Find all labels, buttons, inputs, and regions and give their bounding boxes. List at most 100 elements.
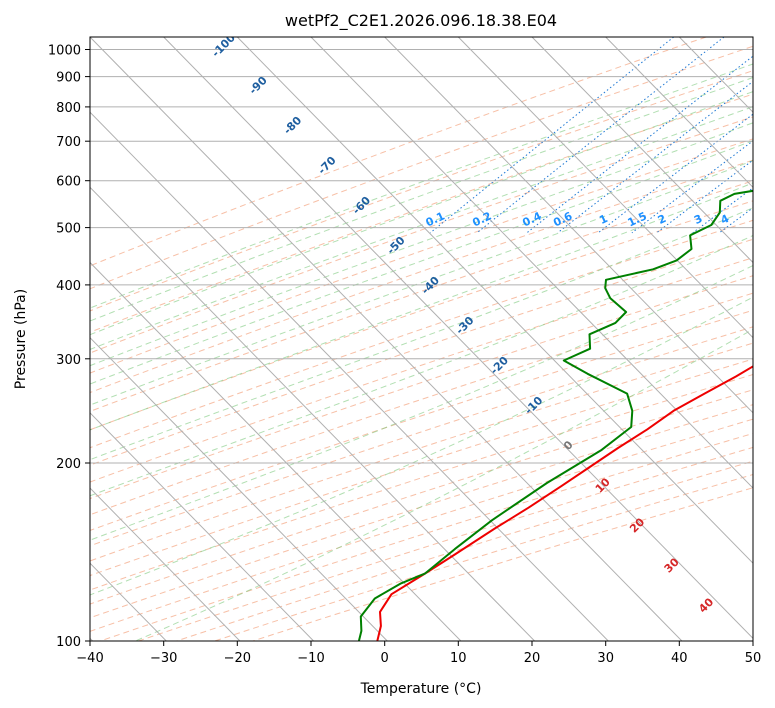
y-tick-label: 400 [56,279,81,294]
moist-adiabat-line [90,76,753,322]
dry-adiabat-line [90,342,753,562]
isotherm-line [310,37,753,489]
plot-frame [89,36,754,642]
isotherm-label: 0 [561,438,576,453]
isotherm-label: -60 [350,194,373,217]
y-tick-label: 300 [56,353,81,368]
isotherm-line [90,336,388,641]
chart-title: wetPf2_C2E1.2026.096.18.38.E04 [285,11,557,31]
dry-adiabat-line [90,418,753,632]
isotherm-label: -70 [315,154,338,177]
mixing-ratio-label: 1.5 [626,209,649,229]
plot-area: -100-90-80-70-60-50-40-30-20-10010203040… [90,37,775,641]
y-tick-label: 100 [56,635,81,650]
grid-lines [90,49,753,641]
dry-adiabat-line [90,70,753,312]
y-tick-label: 200 [56,457,81,472]
x-tick-label: 20 [524,651,541,666]
dry-adiabat-line [90,159,753,394]
mixing-ratio-label: 0.4 [520,209,543,229]
x-axis-label: Temperature (°C) [360,681,482,697]
mixing-ratio-line [692,187,753,234]
moist-adiabat-line [90,106,753,350]
isotherm-line [90,37,683,641]
x-tick-label: 30 [597,651,614,666]
isotherm-label: -20 [488,354,511,377]
moist-adiabats [90,63,753,641]
y-tick-label: 1000 [48,44,81,59]
skewed-isotherms [90,37,753,641]
x-tick-label: 40 [671,651,688,666]
dry-adiabat-line [90,45,753,290]
y-axis-ticks: 100 200 300 400 500 600 700 800 900 1000 [48,44,90,650]
dry-adiabat-line [138,446,753,641]
isotherm-line [90,412,314,641]
mixing-ratio-line [656,159,753,234]
mixing-ratio-label: 0.2 [470,209,493,229]
moist-adiabat-line [90,63,753,309]
mixing-ratio-label: 0.1 [424,209,447,229]
x-axis-ticks: −40 −30 −20 −10 0 10 20 30 40 50 [76,641,761,666]
dewpoint-profile-line [357,189,753,641]
mixing-ratio-lines [429,37,775,234]
isotherm-line [90,186,535,641]
isotherm-line [90,487,241,641]
isotherm-label: 20 [627,515,647,535]
y-tick-label: 800 [56,101,81,116]
mixing-ratio-label: 4 [719,212,732,227]
isotherm-label: -80 [281,114,304,137]
dry-adiabat-line [90,292,753,516]
profile-series [357,189,753,641]
dry-adiabat-line [90,180,753,412]
y-tick-label: 900 [56,71,81,86]
dry-adiabat-line [90,257,753,483]
mixing-ratio-line [719,207,753,234]
mixing-ratio-label: 0.6 [551,209,574,229]
isotherm-line [384,37,753,414]
isotherm-line [752,37,753,38]
mixing-ratio-label: 1 [597,212,609,227]
dry-adiabat-line [90,37,707,267]
isotherm-label: 30 [662,555,682,575]
dry-adiabats [90,37,753,641]
dry-adiabat-line [90,309,753,531]
isotherm-line [90,261,462,641]
isotherm-line [163,37,753,640]
mixing-ratio-line [758,37,775,233]
y-tick-label: 700 [56,135,81,150]
moist-adiabat-line [135,328,753,641]
x-tick-label: −20 [224,651,251,666]
moist-adiabat-line [90,264,753,541]
mixing-ratio-label: 2 [656,212,668,227]
dry-adiabat-line [90,200,753,431]
mixing-ratio-line [476,37,725,234]
x-tick-label: 10 [450,651,467,666]
x-tick-label: −10 [297,651,324,666]
mixing-ratio-line [597,113,753,234]
isotherm-line [236,37,753,564]
mixing-ratio-line [631,140,753,234]
dry-adiabat-line [100,432,753,641]
isotherm-label: -50 [384,234,407,257]
x-tick-label: −30 [150,651,177,666]
dry-adiabat-line [90,389,753,605]
isotherm-line [90,111,609,641]
dry-adiabat-line [90,138,753,374]
y-tick-label: 500 [56,222,81,237]
isotherm-label: -40 [419,274,442,297]
isotherm-line [457,37,753,339]
temperature-profile-line [376,365,753,641]
isotherm-line [531,37,753,264]
x-tick-label: 0 [381,651,389,666]
y-tick-label: 600 [56,175,81,190]
moist-adiabat-line [90,122,753,367]
mixing-ratio-line [429,37,675,234]
isotherm-label: -90 [247,74,270,97]
moist-adiabat-line [90,296,753,596]
isotherm-line [605,37,753,189]
mixing-ratio-labels: 0.10.20.40.611.52346810131620253036 [424,209,732,229]
isotherm-label: -10 [522,394,545,417]
moist-adiabat-line [90,234,753,497]
